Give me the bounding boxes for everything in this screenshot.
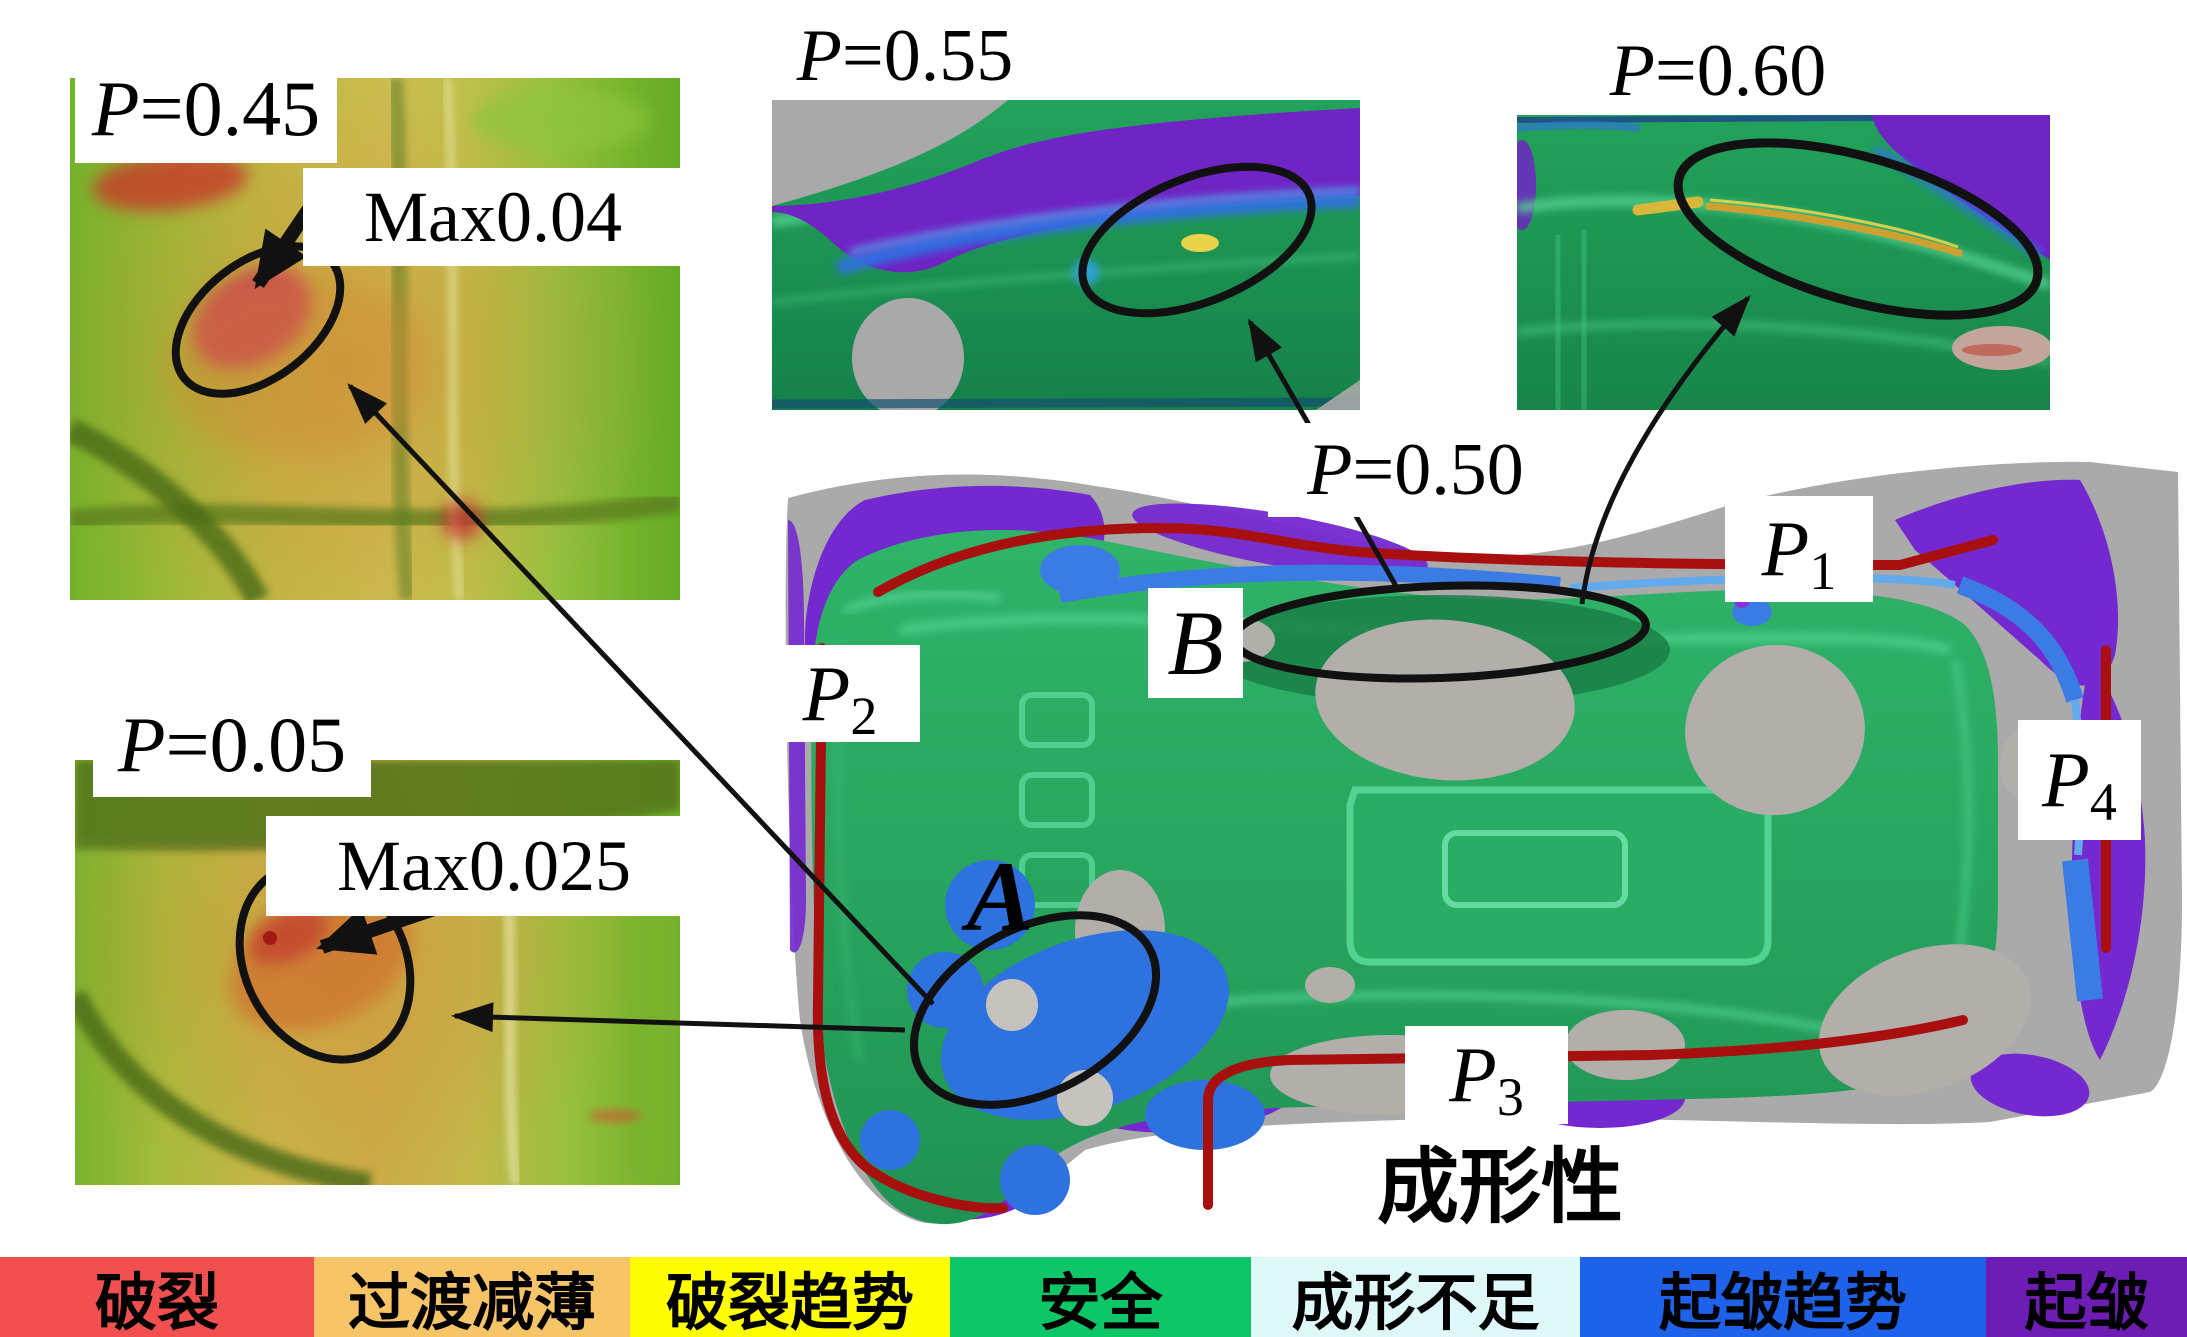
yellow-risk-dash: [1632, 196, 1704, 216]
label-max0025: Max0.025: [266, 816, 702, 916]
label-p3-sub: 3: [1496, 1067, 1524, 1127]
label-p045: P=0.45: [75, 55, 337, 163]
legend-item-wrinkling: 起皱: [1986, 1257, 2187, 1337]
legend-item-excess-thinning: 过渡减薄: [314, 1257, 630, 1337]
legend-item-safe: 安全: [950, 1257, 1251, 1337]
panel-p050-main: [785, 461, 2182, 1225]
connector-b-to-p060: [1579, 294, 1751, 605]
label-p060: P=0.60: [1609, 30, 1827, 112]
label-p2-sub: 2: [850, 685, 878, 746]
connector-p050-to-p055: [1247, 318, 1315, 432]
connector-a-to-p045: [347, 383, 935, 1006]
legend-item-wrinkling-tendency: 起皱趋势: [1580, 1257, 1986, 1337]
label-p005: P=0.05: [93, 693, 371, 797]
formability-legend: 破裂 过渡减薄 破裂趋势 安全 成形不足 起皱趋势 起皱: [0, 1257, 2187, 1337]
label-p3-base: P: [1449, 1031, 1497, 1118]
legend-item-fracture: 破裂: [0, 1257, 314, 1337]
label-max004: Max0.04: [303, 168, 683, 266]
legend-item-fracture-tendency: 破裂趋势: [630, 1257, 950, 1337]
label-p055: P=0.55: [796, 15, 1014, 97]
guide-p1-curve: [873, 522, 1998, 597]
label-p050: P=0.50: [1268, 423, 1563, 517]
ellipse-p055: [1078, 162, 1316, 318]
label-p1-sub: 1: [1809, 541, 1837, 601]
ellipse-p060: [1673, 138, 2043, 320]
label-p4-sub: 4: [2089, 772, 2117, 832]
label-region-b: B: [1148, 588, 1243, 698]
guide-p2-curve: [812, 643, 1008, 1214]
panel-p055-zones: [772, 100, 1360, 410]
label-region-a: A: [966, 841, 1034, 952]
yellow-risk-streak: [1705, 202, 1964, 258]
guide-p3-curve: [1203, 1015, 1968, 1210]
label-p1-base: P: [1761, 505, 1810, 592]
yellow-risk-spot: [1181, 234, 1219, 252]
connector-p050-to-b: [1349, 507, 1399, 588]
label-p4-base: P: [2042, 736, 2090, 823]
ellipse-region-a: [909, 911, 1161, 1109]
annotations: [171, 138, 2043, 1109]
legend-item-insufficient-forming: 成形不足: [1251, 1257, 1580, 1337]
connector-a-to-p005: [451, 1002, 906, 1033]
panel-p060-zones: [1517, 115, 2050, 410]
label-p2-base: P: [802, 649, 851, 737]
red-guide-curves: [812, 522, 2111, 1214]
caption-formability: 成形性: [1376, 1140, 1623, 1235]
